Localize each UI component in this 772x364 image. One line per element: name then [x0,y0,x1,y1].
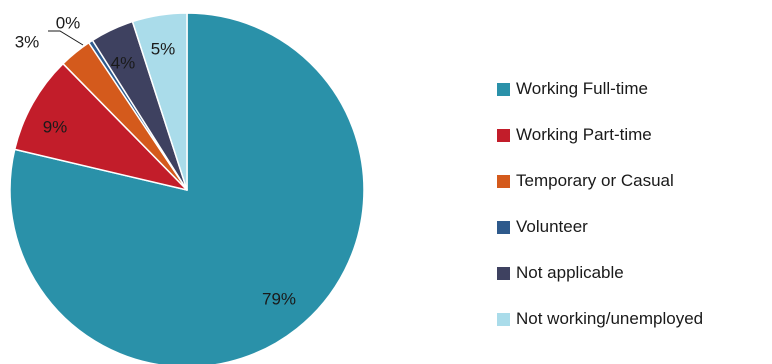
slice-label-working-full-time: 79% [262,289,296,308]
legend-swatch [497,312,510,326]
legend-swatch [497,82,510,96]
legend-swatch [497,266,510,280]
pie-slice-working-part-time [13,62,188,191]
legend-label: Volunteer [516,217,588,236]
slice-label-not-applicable: 4% [111,53,136,72]
pie-slice-not-working-unemployed [131,12,188,191]
legend-label: Working Part-time [516,125,652,144]
leader-line-volunteer [48,30,84,46]
legend-label: Not working/unemployed [516,309,704,328]
legend-item-working-full-time: Working Full-time [497,66,703,112]
legend-label: Working Full-time [516,79,648,98]
legend-swatch [497,174,510,188]
legend-item-volunteer: Volunteer [497,204,703,250]
chart-legend: Working Full-time Working Part-time Tempor… [497,66,703,342]
legend-item-working-part-time: Working Part-time [497,112,703,158]
pie-labels: 79% 9% 3% 0% 4% 5% [15,13,296,308]
legend-item-not-working-unemployed: Not working/unemployed [497,296,703,342]
slice-label-not-working-unemployed: 5% [151,39,176,58]
slice-label-working-part-time: 9% [43,117,68,136]
legend-swatch [497,128,510,142]
legend-label: Temporary or Casual [516,171,674,190]
legend-swatch [497,220,510,234]
slice-label-volunteer: 0% [56,13,81,32]
pie-slices [9,12,365,364]
legend-item-not-applicable: Not applicable [497,250,703,296]
slice-label-temporary-or-casual: 3% [15,32,40,51]
legend-item-temporary-or-casual: Temporary or Casual [497,158,703,204]
legend-label: Not applicable [516,263,624,282]
